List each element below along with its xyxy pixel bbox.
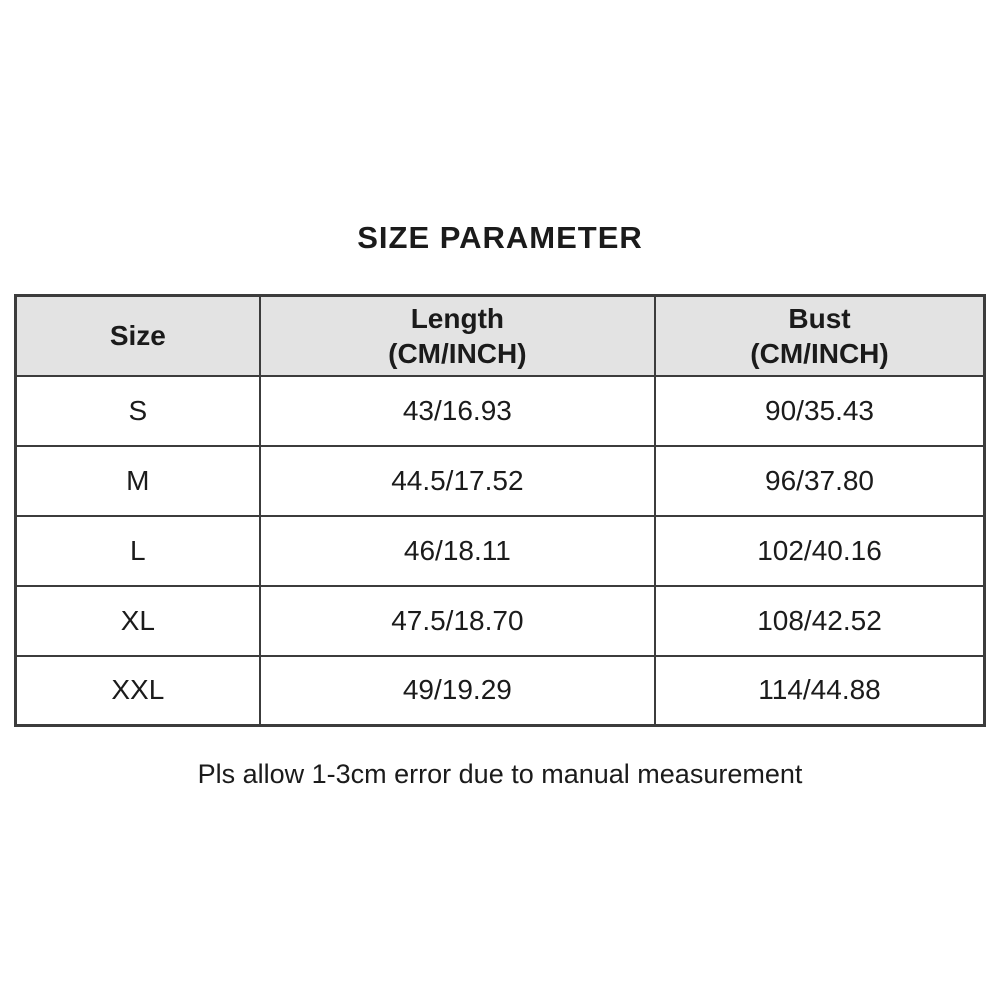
bust-cell: 102/40.16 [654,514,986,587]
length-cell: 47.5/18.70 [258,584,657,657]
column-header-bust: Bust (CM/INCH) [654,294,986,377]
length-cell: 44.5/17.52 [258,444,657,517]
length-cell: 43/16.93 [258,374,657,447]
table-row-s: S 43/16.93 90/35.43 [14,374,986,447]
size-cell: XL [14,584,261,657]
table-row-xxl: XXL 49/19.29 114/44.88 [14,654,986,727]
bust-cell: 108/42.52 [654,584,986,657]
table-row-m: M 44.5/17.52 96/37.80 [14,444,986,517]
column-header-size: Size [14,294,261,377]
column-header-sublabel: (CM/INCH) [750,337,889,369]
size-table-header: Size Length (CM/INCH) Bust (CM/INCH) [14,294,986,377]
length-cell: 46/18.11 [258,514,657,587]
page-title: SIZE PARAMETER [357,220,643,255]
column-header-label: Bust [788,302,851,334]
column-header-length: Length (CM/INCH) [258,294,657,377]
length-cell: 49/19.29 [258,654,657,727]
size-table: Size Length (CM/INCH) Bust (CM/INCH) S 4… [14,294,986,727]
column-header-label: Length [410,302,505,334]
column-header-label: Size [109,320,166,352]
size-cell: XXL [14,654,261,727]
measurement-note: Pls allow 1-3cm error due to manual meas… [197,759,803,789]
size-cell: S [14,374,261,447]
bust-cell: 90/35.43 [654,374,986,447]
size-cell: M [14,444,261,517]
bust-cell: 114/44.88 [654,654,986,727]
bust-cell: 96/37.80 [654,444,986,517]
column-header-sublabel: (CM/INCH) [388,337,527,369]
size-cell: L [14,514,261,587]
table-row-xl: XL 47.5/18.70 108/42.52 [14,584,986,657]
size-table-body: S 43/16.93 90/35.43 M 44.5/17.52 96/37.8… [14,374,986,727]
header-row: Size Length (CM/INCH) Bust (CM/INCH) [14,294,986,377]
table-row-l: L 46/18.11 102/40.16 [14,514,986,587]
